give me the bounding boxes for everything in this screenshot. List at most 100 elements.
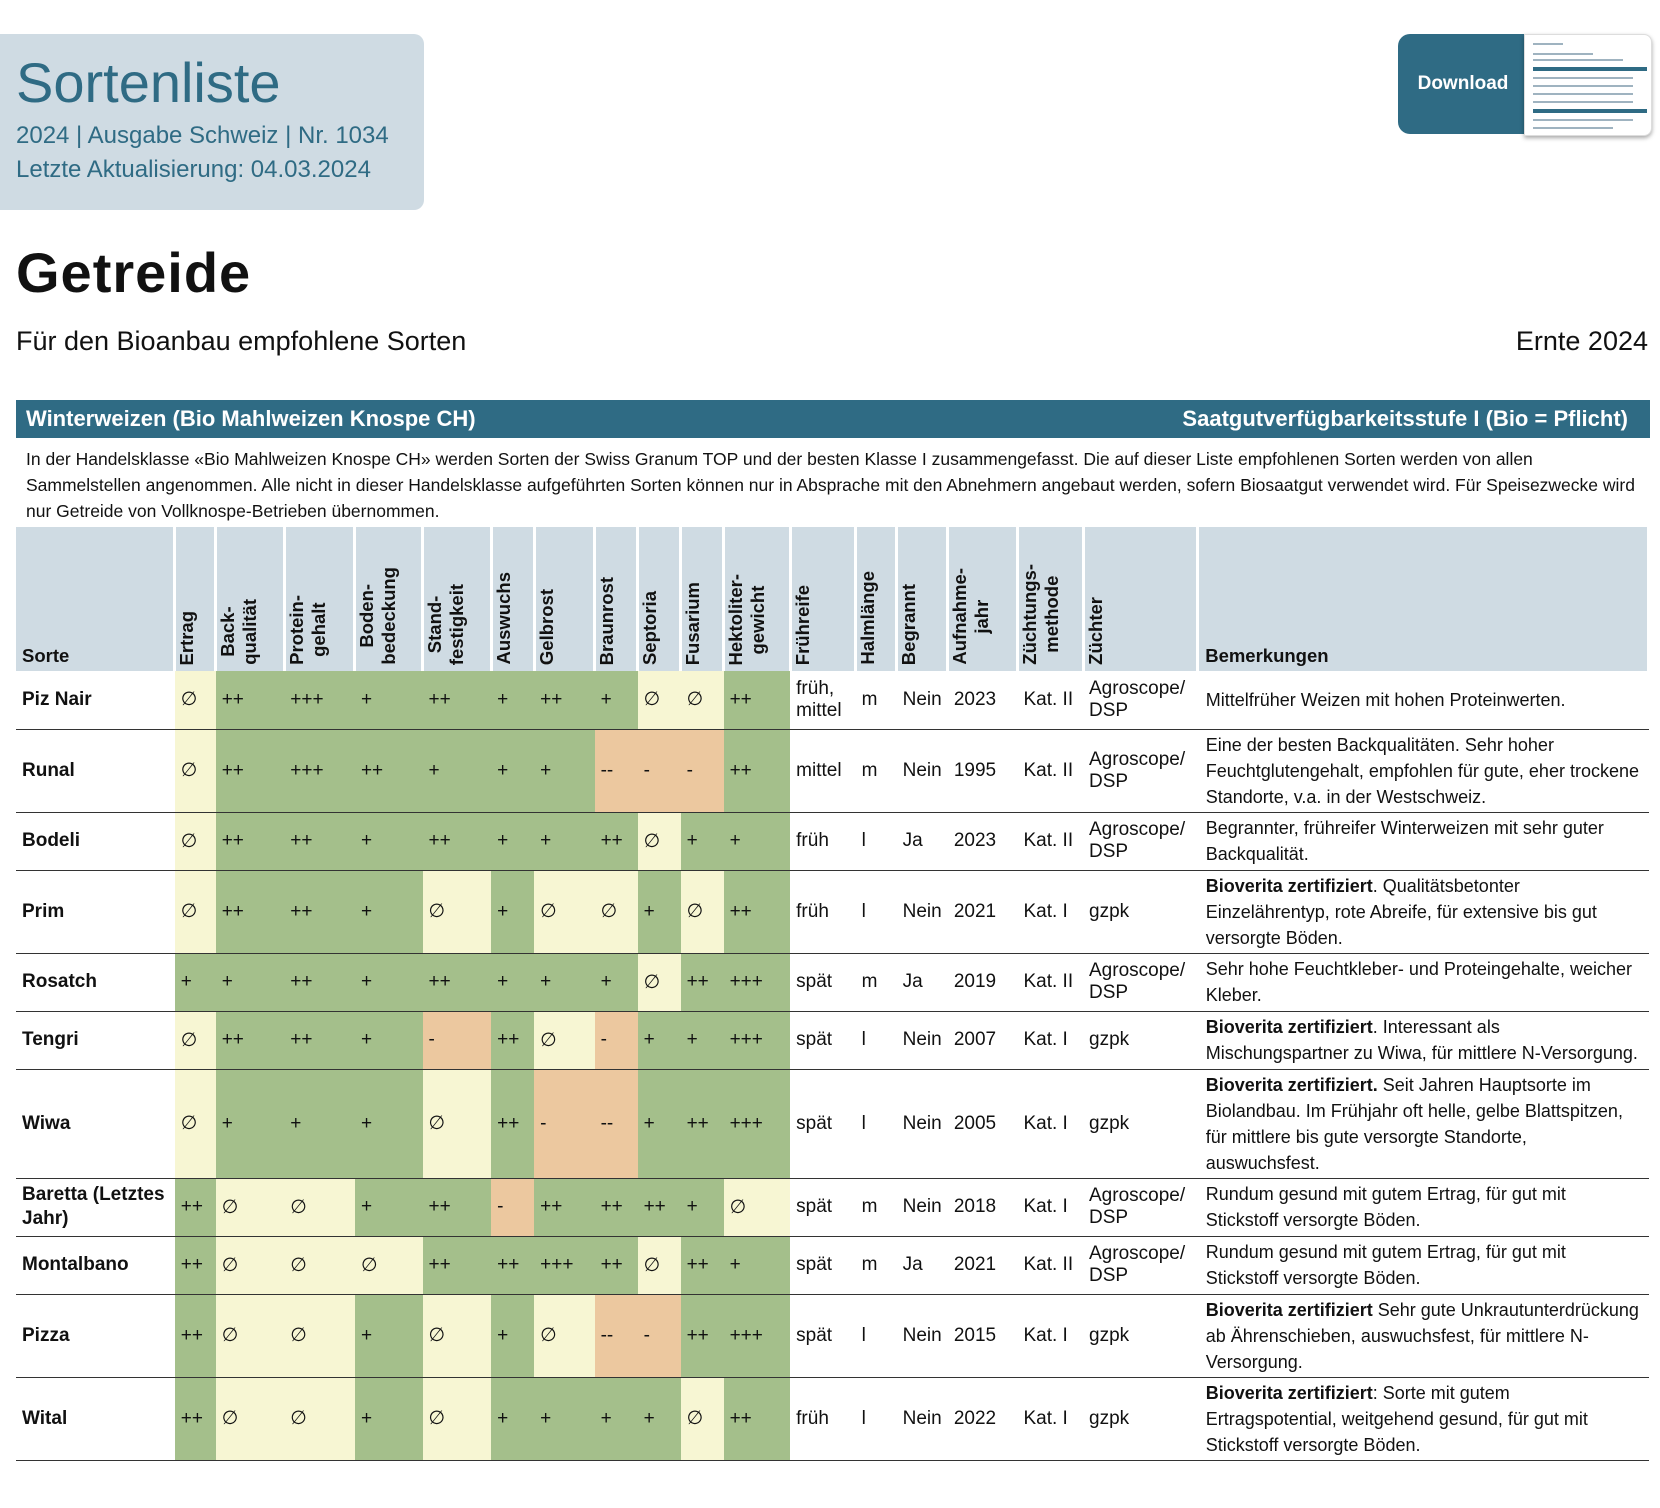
stalk-length-cell: m [855, 953, 897, 1012]
col-header-17: Züchter [1083, 527, 1200, 671]
breeder-cell: gzpk [1083, 870, 1198, 954]
rating-cell: ++ [680, 1236, 724, 1295]
rating-cell: ∅ [284, 1294, 355, 1378]
rating-cell: ++ [174, 1377, 216, 1461]
download-button[interactable]: Download [1398, 34, 1528, 134]
col-header-6: Auswuchs [491, 527, 536, 671]
rating-cell: +++ [723, 1069, 791, 1179]
rating-cell: ++ [723, 1377, 791, 1461]
rating-cell: + [680, 1178, 724, 1237]
rating-cell: ++ [422, 1236, 492, 1295]
breeding-method-cell: Kat. I [1017, 1178, 1083, 1237]
rating-cell: ∅ [422, 1069, 492, 1179]
last-update: Letzte Aktualisierung: 04.03.2024 [16, 156, 371, 183]
rating-cell: ++ [422, 812, 492, 871]
download-widget[interactable]: Download [1398, 34, 1652, 136]
rating-cell: + [284, 1069, 355, 1179]
table-row: Piz Nair ∅ ++ +++ + ++ + ++ + ∅ ∅ ++ früh, mittel m Ne… [16, 671, 1649, 730]
harvest-year: Ernte 2024 [1515, 326, 1648, 356]
rating-cell: +++ [723, 1011, 791, 1070]
rating-cell: ++ [534, 1178, 595, 1237]
admission-year-cell: 2022 [947, 1377, 1018, 1461]
document-thumbnail-icon[interactable] [1524, 34, 1652, 136]
col-header-label: Stand- festigkeit [424, 583, 468, 665]
remarks-text: Seit Jahren Hauptsorte im Biolandbau. Im… [1205, 1074, 1623, 1173]
rating-cell: ++ [215, 812, 285, 871]
stalk-length-cell: m [855, 729, 897, 813]
remarks-text: Begrannter, frühreifer Winterweizen mit … [1205, 818, 1604, 864]
rating-cell: +++ [284, 671, 355, 730]
table-row: Montalbano ++ ∅ ∅ ∅ ++ ++ +++ ++ ∅ ++ + spät m Ja 2021 K… [16, 1236, 1649, 1295]
rating-cell: ++ [723, 671, 791, 730]
admission-year-cell: 2019 [947, 953, 1018, 1012]
awned-cell: Nein [896, 1377, 948, 1461]
rating-cell: + [534, 1377, 595, 1461]
col-header-11: Hektoliter- gewicht [723, 527, 792, 671]
col-header-label: Fusarium [682, 581, 704, 665]
table-row: Pizza ++ ∅ ∅ + ∅ + ∅ -- - ++ +++ spät l Nein 2015 Kat. I… [16, 1294, 1649, 1378]
rating-cell: + [534, 953, 595, 1012]
rating-cell: ∅ [680, 671, 724, 730]
awned-cell: Ja [896, 953, 948, 1012]
table-row: Runal ∅ ++ +++ ++ + + + -- - - ++ mittel m Nein 1995 Kat… [16, 729, 1649, 813]
rating-cell: ∅ [215, 1294, 285, 1378]
variety-name: Montalbano [16, 1236, 175, 1295]
breeding-method-cell: Kat. II [1017, 812, 1083, 871]
col-header-label: Züchtungs- methode [1018, 564, 1062, 665]
maturity-cell: mittel [790, 729, 856, 813]
rating-cell: - [680, 729, 724, 813]
stalk-length-cell: l [855, 1377, 897, 1461]
breeding-method-cell: Kat. I [1017, 870, 1083, 954]
col-header-label: Back- qualität [217, 599, 261, 665]
col-header-label: Hektoliter- gewicht [725, 573, 769, 666]
rating-cell: ∅ [284, 1377, 355, 1461]
rating-cell: + [637, 1069, 681, 1179]
variety-name: Rosatch [16, 953, 175, 1012]
rating-cell: ∅ [534, 870, 595, 954]
certification-label: Bioverita zertifiziert [1205, 1017, 1373, 1037]
awned-cell: Nein [896, 729, 948, 813]
rating-cell: ++ [680, 1069, 724, 1179]
rating-cell: - [491, 1178, 535, 1237]
rating-cell: + [354, 870, 423, 954]
rating-cell: + [680, 812, 724, 871]
rating-cell: ++ [354, 729, 423, 813]
remarks-text: . Interessant als Mischungspartner zu Wi… [1205, 1017, 1638, 1063]
variety-name: Piz Nair [16, 671, 175, 730]
certification-label: Bioverita zertifiziert. [1205, 1074, 1378, 1095]
rating-cell: + [422, 729, 492, 813]
rating-cell: ++ [723, 729, 791, 813]
remarks-text: Mittelfrüher Weizen mit hohen Proteinwer… [1205, 689, 1566, 710]
table-header-row: Sorte Ertrag Back- qualität Protein- gehalt… [16, 527, 1650, 671]
breeding-method-cell: Kat. II [1017, 729, 1083, 813]
rating-cell: + [491, 671, 535, 730]
rating-cell: ∅ [637, 1236, 681, 1295]
rating-cell: + [354, 1011, 423, 1070]
variety-name: Prim [16, 870, 175, 954]
stalk-length-cell: l [855, 1294, 897, 1378]
rating-cell: ++ [284, 870, 355, 954]
variety-name: Runal [16, 729, 175, 813]
rating-cell: - [637, 729, 681, 813]
table-row: Rosatch + + ++ + ++ + + + ∅ ++ +++ spät m Ja 2019 Kat. I… [16, 953, 1649, 1012]
col-header-14: Begrannt [896, 527, 950, 671]
section-title: Winterweizen (Bio Mahlweizen Knospe CH) [26, 406, 476, 431]
breeder-cell: Agroscope/ DSP [1083, 729, 1198, 813]
table-row: Tengri ∅ ++ ++ + - ++ ∅ - + + +++ spät l Nein 2007 Kat. … [16, 1011, 1649, 1070]
rating-cell: + [354, 953, 423, 1012]
rating-cell: ∅ [354, 1236, 423, 1295]
rating-cell: + [637, 1011, 681, 1070]
rating-cell: + [215, 1069, 285, 1179]
breeding-method-cell: Kat. II [1017, 1236, 1083, 1295]
admission-year-cell: 2005 [947, 1069, 1018, 1179]
rating-cell: + [354, 1069, 423, 1179]
remarks-cell: Eine der besten Backqualitäten. Sehr hoh… [1197, 729, 1649, 813]
breeder-cell: gzpk [1083, 1011, 1198, 1070]
remarks-cell: Begrannter, frühreifer Winterweizen mit … [1197, 812, 1649, 871]
maturity-cell: spät [790, 1236, 856, 1295]
rating-cell: + [491, 1377, 535, 1461]
rating-cell: + [174, 953, 216, 1012]
remarks-cell: Bioverita zertifiziert. Interessant als … [1197, 1011, 1649, 1070]
rating-cell: ∅ [284, 1236, 355, 1295]
rating-cell: ++ [723, 870, 791, 954]
